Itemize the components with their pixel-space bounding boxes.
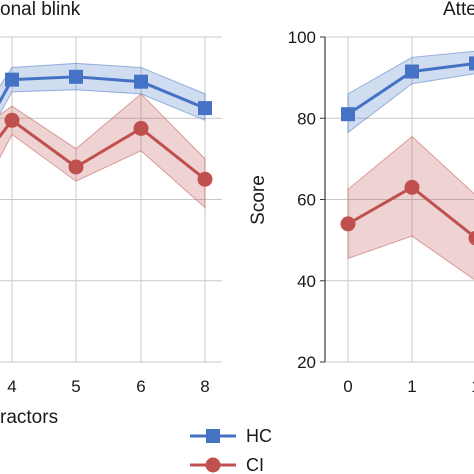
right-y-tick-label: 60 [297,191,316,210]
legend-ci-marker [205,457,221,473]
right-point-hc [341,107,355,122]
left-point-ci [4,112,20,128]
left-point-hc [5,72,19,87]
right-ci-band-hc [347,50,474,134]
left-point-ci [133,120,149,136]
left-x-axis-label: ractors [0,407,58,428]
legend: HC CI [190,426,272,474]
right-point-ci [404,179,420,195]
left-x-tick-label: 5 [71,377,80,396]
legend-hc-marker [206,429,220,443]
right-y-axis-label: Score [248,175,269,225]
legend-hc-label: HC [246,426,272,446]
right-y-tick-label: 100 [288,28,316,47]
right-point-hc [469,56,474,71]
left-ci-band-hc [0,62,206,122]
left-point-ci [68,159,84,175]
right-y-tick-label: 40 [297,272,316,291]
legend-ci-label: CI [246,455,264,474]
right-point-hc [405,64,419,79]
left-point-ci [197,171,213,187]
left-grid [0,36,222,363]
right-x-tick-label: 0 [343,377,352,396]
panel-attentional-blink: onal blink ractors 4 5 6 8 [0,0,222,428]
right-point-ci [468,230,474,246]
panel-attention: Atte Score 20 40 60 80 100 0 1 1 [248,0,474,396]
right-point-ci [340,216,356,232]
left-chart-title: onal blink [0,0,81,20]
left-x-tick-label: 4 [7,377,16,396]
left-point-hc [69,69,83,84]
left-point-hc [198,101,212,116]
right-y-tick-label: 20 [297,353,316,372]
left-point-hc [134,74,148,89]
right-ci-band-ci [347,135,474,280]
left-x-tick-label: 6 [136,377,145,396]
right-x-tick-label: 1 [471,377,474,396]
right-chart-title: Atte [443,0,474,20]
left-x-tick-label: 8 [200,377,209,396]
right-x-tick-label: 1 [407,377,416,396]
right-y-tick-label: 80 [297,109,316,128]
